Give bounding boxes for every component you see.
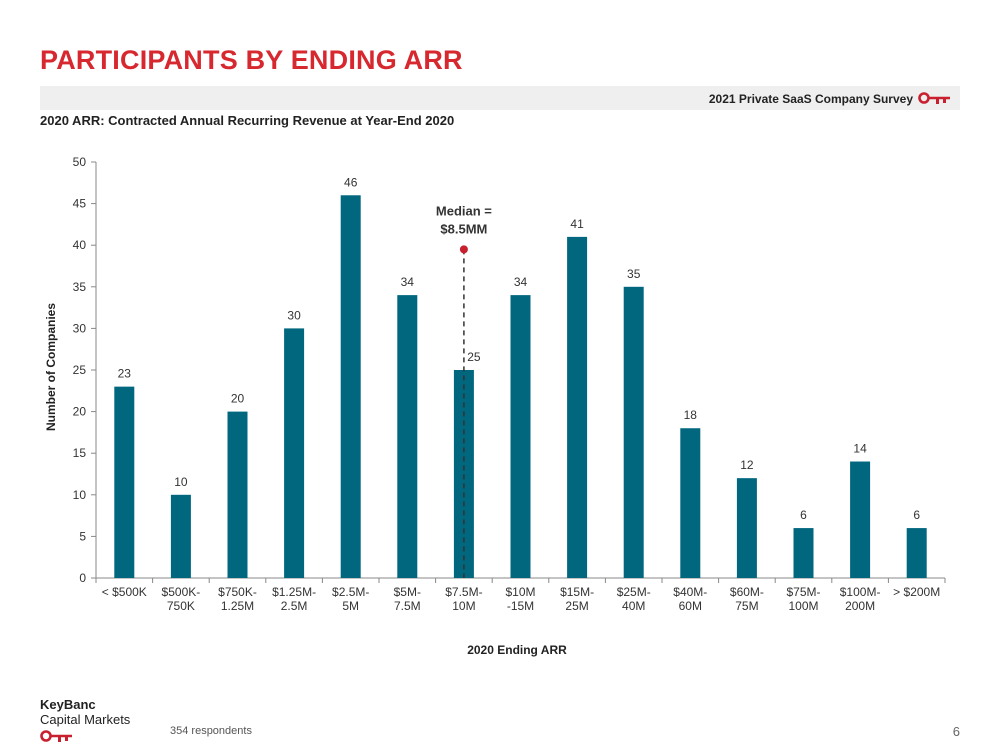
bar-value-label: 34: [401, 275, 415, 289]
y-tick-label: 15: [73, 446, 87, 460]
y-tick-label: 50: [73, 155, 87, 169]
bar-value-label: 14: [853, 442, 867, 456]
bar: [114, 386, 135, 578]
x-tick-label: $750K-: [218, 585, 257, 599]
median-annotation: Median = $8.5MM: [436, 203, 492, 578]
x-tick-label: 200M: [845, 599, 875, 613]
key-icon: [40, 730, 72, 742]
bar-value-label: 6: [800, 508, 807, 522]
x-tick-label: < $500K: [102, 585, 147, 599]
bar: [623, 286, 644, 578]
x-tick-label: 100M: [788, 599, 818, 613]
page-number: 6: [952, 724, 960, 739]
x-tick-label: $10M: [505, 585, 535, 599]
bar: [567, 236, 588, 578]
bar: [680, 428, 701, 578]
x-tick-label: > $200M: [893, 585, 940, 599]
x-tick-label: $500K-: [162, 585, 201, 599]
bar-value-label: 35: [627, 267, 641, 281]
bar-value-label: 23: [118, 367, 132, 381]
y-tick-label: 5: [79, 529, 86, 543]
y-tick-label: 25: [73, 363, 87, 377]
x-tick-label: -15M: [507, 599, 534, 613]
x-tick-label: $15M-: [560, 585, 594, 599]
median-label: $8.5MM: [440, 221, 487, 236]
bar: [793, 528, 814, 578]
bar-value-label: 18: [684, 408, 698, 422]
bar: [906, 528, 927, 578]
bar: [736, 478, 757, 578]
x-tick-label: $25M-: [617, 585, 651, 599]
logo-line-1: KeyBanc: [40, 697, 96, 712]
key-icon: [918, 92, 950, 104]
x-tick-label: 60M: [679, 599, 702, 613]
x-tick-label: $60M-: [730, 585, 764, 599]
y-axis: 0 5 10 15 20 25 30 35 40 45 50: [73, 155, 97, 585]
y-tick-label: 0: [79, 571, 86, 585]
bar: [453, 370, 474, 578]
respondents-note: 354 respondents: [170, 725, 252, 737]
bar: [170, 494, 191, 578]
chart-heading: 2020 ARR: Contracted Annual Recurring Re…: [40, 113, 455, 128]
x-tick-label: 750K: [167, 599, 195, 613]
x-tick-label: $2.5M-: [332, 585, 369, 599]
bar-value-label: 25: [467, 350, 481, 364]
bar: [227, 411, 248, 578]
x-tick-label: $75M-: [786, 585, 820, 599]
survey-banner: 2021 Private SaaS Company Survey: [40, 86, 960, 110]
x-tick-label: 1.25M: [221, 599, 254, 613]
x-tick-label: $5M-: [394, 585, 421, 599]
bar-value-label: 46: [344, 175, 358, 189]
x-tick-label: 75M: [735, 599, 758, 613]
y-tick-label: 20: [73, 405, 87, 419]
bar: [284, 328, 305, 578]
x-tick-label: 2.5M: [281, 599, 308, 613]
bar-value-label: 30: [287, 308, 301, 322]
x-tick-label: $40M-: [673, 585, 707, 599]
bar-value-label: 20: [231, 392, 245, 406]
survey-label: 2021 Private SaaS Company Survey: [708, 92, 913, 106]
x-axis-title: 2020 Ending ARR: [467, 643, 567, 657]
x-axis: < $500K $500K-750K $750K-1.25M $1.25M-2.5M $…: [95, 577, 946, 613]
y-tick-label: 40: [73, 238, 87, 252]
x-tick-label: $1.25M-: [272, 585, 316, 599]
bar-value-label: 34: [514, 275, 528, 289]
median-label: Median =: [436, 203, 492, 218]
x-tick-label: 25M: [565, 599, 588, 613]
bar: [340, 195, 361, 578]
x-tick-label: $7.5M-: [445, 585, 482, 599]
bar-value-label: 41: [570, 217, 584, 231]
median-marker: [459, 245, 468, 254]
keybanc-logo: KeyBanc Capital Markets: [40, 697, 130, 744]
y-tick-label: 30: [73, 321, 87, 335]
x-tick-label: 7.5M: [394, 599, 421, 613]
bar-value-label: 12: [740, 458, 754, 472]
y-tick-label: 45: [73, 197, 87, 211]
bar: [510, 295, 531, 578]
x-tick-label: $100M-: [840, 585, 881, 599]
y-tick-label: 35: [73, 280, 87, 294]
bar-value-label: 10: [174, 475, 188, 489]
bars: 23 10 20 30 46 34 25 34 41 35 18 12 6 14 6: [114, 175, 927, 578]
y-tick-label: 10: [73, 488, 87, 502]
y-axis-title: Number of Companies: [44, 303, 58, 431]
bar-value-label: 6: [913, 508, 920, 522]
x-tick-label: 10M: [452, 599, 475, 613]
logo-line-2: Capital Markets: [40, 712, 131, 727]
x-tick-label: 40M: [622, 599, 645, 613]
bar: [397, 295, 418, 578]
bar: [850, 461, 871, 578]
x-tick-label: 5M: [342, 599, 359, 613]
page-title: PARTICIPANTS BY ENDING ARR: [40, 45, 463, 75]
